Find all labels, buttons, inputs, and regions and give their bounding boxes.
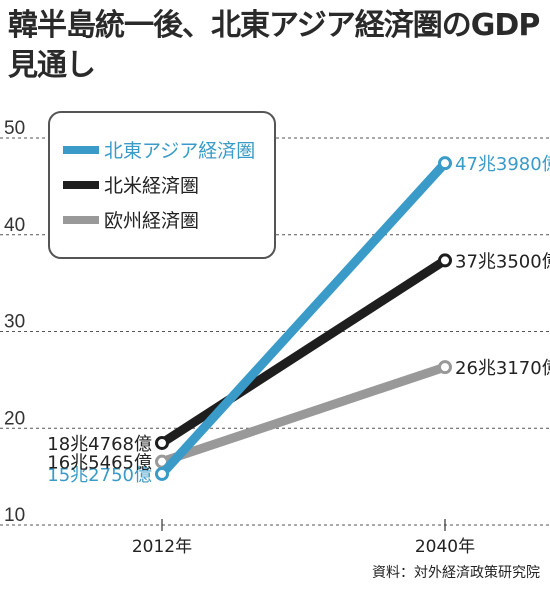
y-tick-labels: 10 20 30 40 50 xyxy=(4,118,25,526)
y-tick-label: 50 xyxy=(4,118,25,139)
data-label: 26兆3170億 xyxy=(455,358,550,379)
data-label: 47兆3980億 xyxy=(455,154,550,175)
legend-label: 北米経済圏 xyxy=(104,175,199,197)
legend-label: 北東アジア経済圏 xyxy=(104,140,255,162)
x-tick-label: 2012年 xyxy=(132,537,192,557)
series-line xyxy=(158,160,449,477)
data-point xyxy=(438,360,452,375)
data-label: 37兆3500億 xyxy=(455,251,550,272)
data-label: 16兆5465億 xyxy=(47,453,152,474)
legend-label: 欧州経済圏 xyxy=(104,210,199,232)
series-lines xyxy=(155,156,452,481)
x-tick-label: 2040年 xyxy=(415,537,475,557)
y-tick-label: 30 xyxy=(4,312,25,333)
data-point xyxy=(438,253,452,268)
data-point xyxy=(438,156,452,171)
legend-box xyxy=(48,111,276,259)
source-note: 資料：対外経済政策研究院 xyxy=(372,565,540,581)
series-line xyxy=(160,362,447,466)
chart-title: 韓半島統一後、北東アジア経済圏のGDP見通し xyxy=(8,8,540,83)
x-axis: 2012年 2040年 xyxy=(132,519,475,557)
data-labels: 15兆2750億 47兆3980億 18兆4768億 37兆3500億 16兆5465億… xyxy=(47,154,550,486)
data-label: 15兆2750億 xyxy=(47,465,152,486)
y-tick-label: 40 xyxy=(4,215,25,236)
y-tick-label: 20 xyxy=(4,408,25,429)
data-point xyxy=(155,466,169,481)
data-point xyxy=(155,435,169,450)
series-line xyxy=(159,256,448,447)
y-tick-label: 10 xyxy=(4,505,25,526)
data-label: 18兆4768億 xyxy=(47,434,152,455)
